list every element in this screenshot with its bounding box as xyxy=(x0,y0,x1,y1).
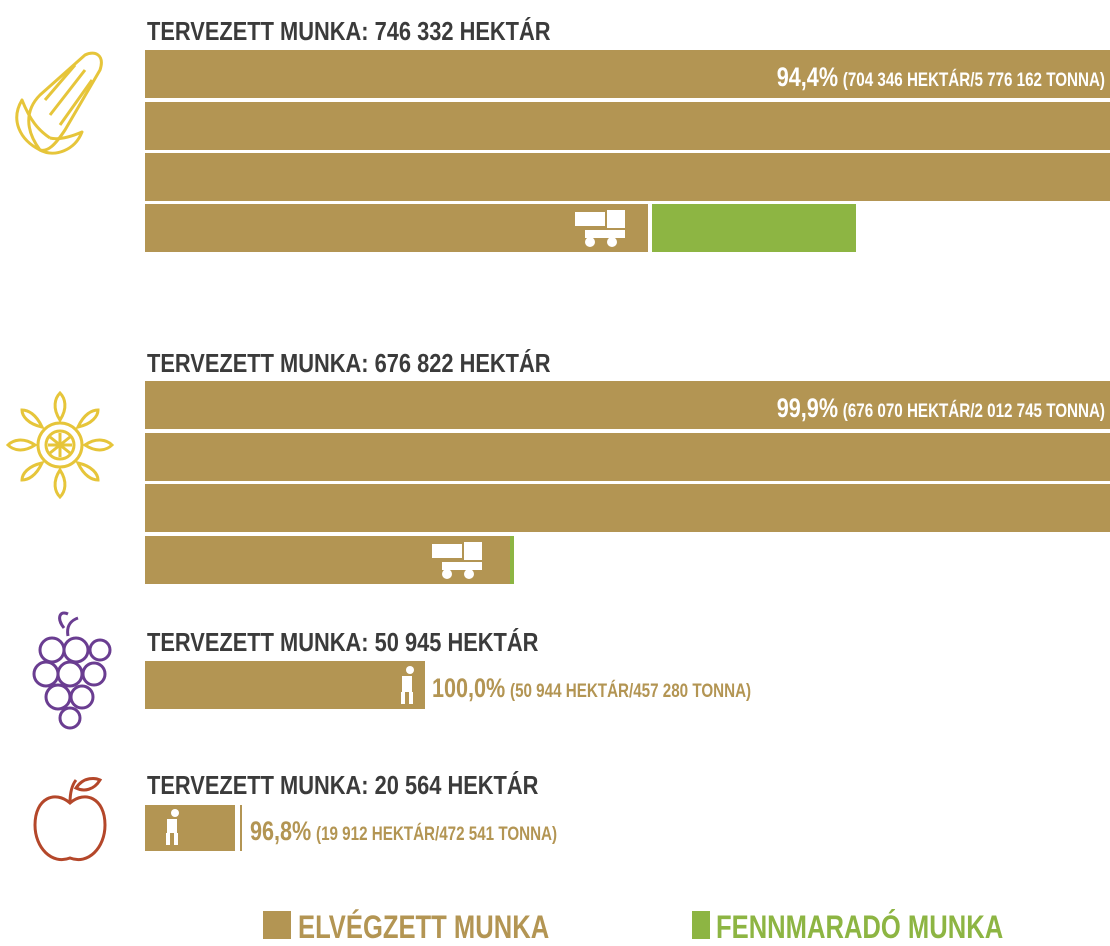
percent: 94,4% xyxy=(777,63,838,93)
detail: (50 944 HEKTÁR/457 280 TONNA) xyxy=(510,679,751,701)
legend-swatch xyxy=(263,911,291,939)
apple-icon xyxy=(33,776,107,861)
completed-bar xyxy=(145,153,1110,201)
bar-group xyxy=(145,50,1110,252)
combine-icon xyxy=(575,210,625,247)
percent: 96,8% xyxy=(250,817,311,847)
legend-swatch xyxy=(692,911,710,939)
legend-label: FENNMARADÓ MUNKA xyxy=(716,908,1003,941)
section-title: TERVEZETT MUNKA: 20 564 HEKTÁR xyxy=(147,770,538,800)
detail: (19 912 HEKTÁR/472 541 TONNA) xyxy=(316,822,557,844)
percent: 100,0% xyxy=(432,674,505,704)
completed-bar xyxy=(145,661,425,709)
remaining-bar xyxy=(652,204,856,252)
picker-icon xyxy=(401,666,414,704)
bar-group xyxy=(145,381,1110,584)
completed-bar xyxy=(145,50,1110,98)
value-label: 100,0% (50 944 HEKTÁR/457 280 TONNA) xyxy=(432,674,751,704)
completed-bar xyxy=(145,204,648,252)
legend-label: ELVÉGZETT MUNKA xyxy=(298,908,549,941)
grapes-icon xyxy=(32,611,112,730)
completed-bar xyxy=(145,433,1110,481)
divider xyxy=(240,805,242,851)
section-title: TERVEZETT MUNKA: 746 332 HEKTÁR xyxy=(147,16,551,46)
value-label: 94,4% (704 346 HEKTÁR/5 776 162 TONNA) xyxy=(777,63,1105,93)
sunflower-icon xyxy=(5,390,115,500)
section-title: TERVEZETT MUNKA: 50 945 HEKTÁR xyxy=(147,627,538,657)
completed-bar xyxy=(145,102,1110,150)
detail: (704 346 HEKTÁR/5 776 162 TONNA) xyxy=(843,68,1105,90)
picker-icon xyxy=(166,809,179,845)
remaining-bar xyxy=(510,536,514,584)
section-title: TERVEZETT MUNKA: 676 822 HEKTÁR xyxy=(147,348,551,378)
value-label: 96,8% (19 912 HEKTÁR/472 541 TONNA) xyxy=(250,817,557,847)
completed-bar xyxy=(145,381,1110,429)
corn-icon xyxy=(15,51,103,155)
detail: (676 070 HEKTÁR/2 012 745 TONNA) xyxy=(843,399,1105,421)
completed-bar xyxy=(145,484,1110,532)
combine-icon xyxy=(432,542,482,579)
completed-bar xyxy=(145,536,510,584)
percent: 99,9% xyxy=(777,394,838,424)
value-label: 99,9% (676 070 HEKTÁR/2 012 745 TONNA) xyxy=(777,394,1105,424)
completed-bar xyxy=(145,805,235,851)
